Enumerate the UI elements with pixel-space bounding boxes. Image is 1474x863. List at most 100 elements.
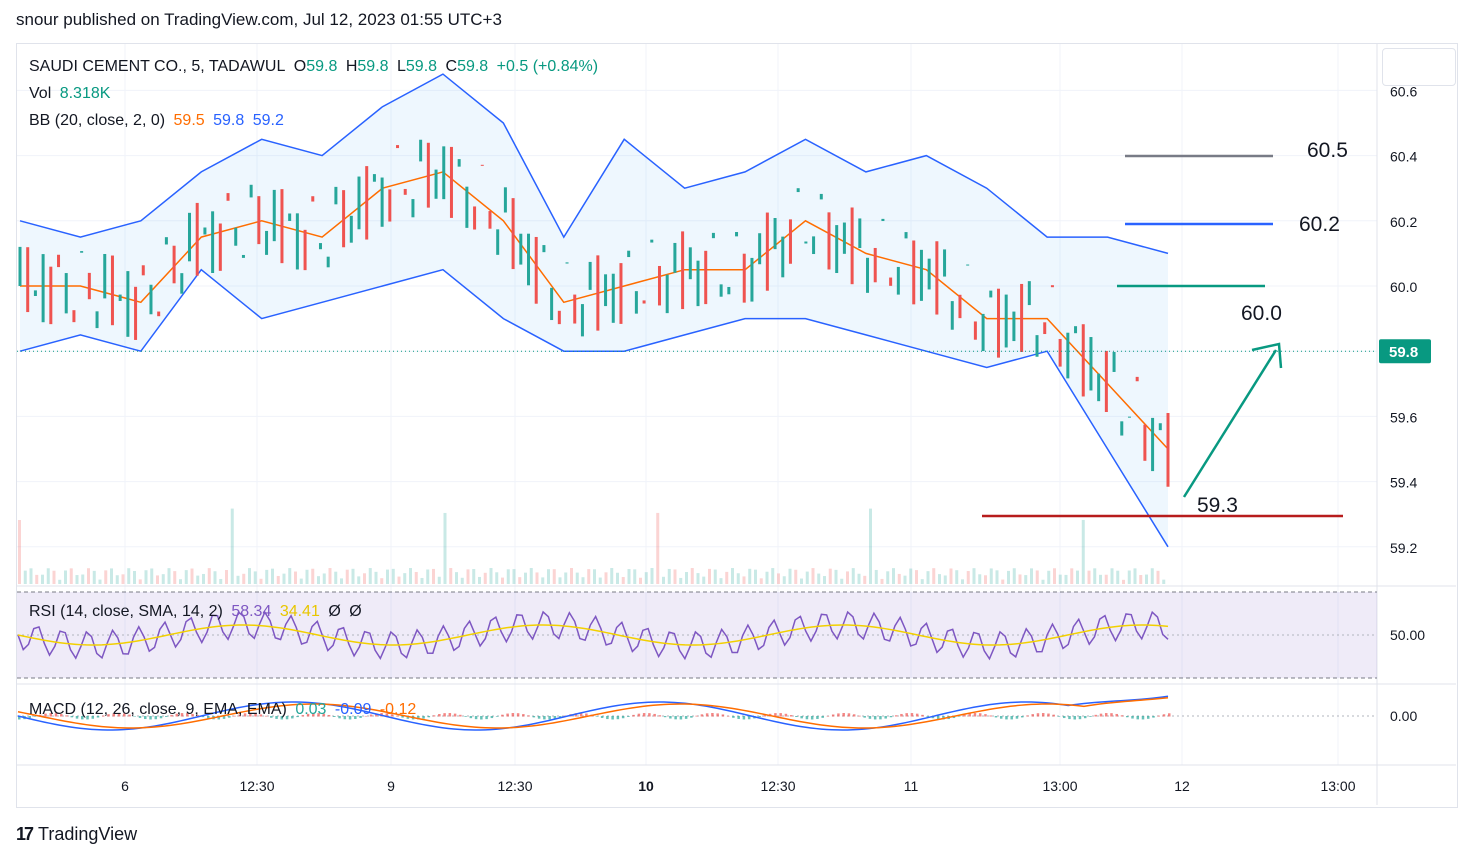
y-tick-label: 59.4 — [1390, 475, 1417, 491]
rsi-sma-value: 34.41 — [279, 603, 320, 620]
volume-bar — [909, 568, 913, 584]
volume-bar — [725, 571, 729, 584]
volume-bar — [253, 571, 257, 584]
volume-bar — [662, 576, 665, 584]
volume-bar — [702, 576, 706, 584]
candle-bar — [141, 265, 145, 276]
candle-bar — [573, 294, 577, 324]
volume-bar — [633, 569, 637, 584]
y-tick-label: 59.2 — [1390, 540, 1417, 556]
macd-hist-bar — [228, 716, 231, 718]
volume-bar — [225, 570, 228, 584]
candle-bar — [57, 254, 61, 268]
macd-hist-value: 0.03 — [295, 701, 327, 718]
candle-bar — [411, 199, 415, 218]
volume-bar — [29, 568, 33, 584]
volume-bar — [133, 570, 136, 584]
candle-bar — [49, 266, 53, 325]
volume-bar — [932, 568, 936, 584]
macd-hist-bar — [548, 716, 551, 720]
volume-bar — [817, 573, 821, 584]
rsi-label[interactable]: RSI (14, close, SMA, 14, 2) — [29, 603, 223, 620]
volume-bar — [892, 568, 895, 584]
volume-bar — [121, 574, 125, 584]
chart-frame[interactable] — [16, 43, 1458, 808]
macd-hist-bar — [994, 716, 998, 718]
candle-bar — [33, 290, 37, 296]
volume-bar — [748, 568, 752, 584]
candle-bar — [403, 188, 407, 195]
macd-hist-bar — [805, 716, 809, 720]
volume-bar — [1047, 570, 1051, 584]
candle-bar — [195, 202, 199, 276]
legend-vol-row: Vol 8.318K — [29, 85, 114, 103]
y-tick-label: 60.2 — [1390, 214, 1417, 230]
volume-bar — [489, 568, 493, 584]
rsi-y-tick: 50.00 — [1390, 627, 1425, 643]
macd-hist-bar — [585, 713, 588, 717]
low-label: L — [397, 58, 406, 75]
macd-hist-bar — [621, 716, 625, 719]
candle-bar — [288, 213, 292, 221]
macd-hist-bar — [275, 716, 278, 719]
macd-hist-bar — [70, 716, 74, 718]
volume-bar — [731, 568, 734, 584]
macd-hist-bar — [1115, 713, 1118, 717]
candle-bar — [996, 288, 1000, 358]
macd-hist-bar — [1020, 716, 1024, 718]
macd-signal-line — [17, 697, 1169, 729]
volume-bar — [742, 576, 746, 584]
volume-bar — [1024, 575, 1028, 584]
bb-upper-line — [19, 73, 1169, 255]
bb-label[interactable]: BB (20, close, 2, 0) — [29, 112, 166, 129]
candle-bar — [842, 222, 846, 254]
volume-bar — [242, 573, 246, 584]
macd-hist-bar — [417, 716, 420, 720]
x-tick-label: 11 — [904, 778, 919, 794]
volume-bar — [650, 568, 654, 584]
rsi-na-2: Ø — [349, 603, 362, 620]
volume-bar — [943, 575, 947, 584]
candle-bar — [557, 310, 561, 325]
macd-hist-bar — [1131, 716, 1134, 719]
macd-hist-bar — [737, 716, 740, 719]
volume-bar — [1099, 574, 1102, 584]
volume-bar — [437, 576, 441, 584]
macd-hist-bar — [301, 715, 305, 717]
x-tick-label: 10 — [638, 778, 654, 794]
macd-hist-bar — [217, 716, 221, 720]
macd-hist-bar — [679, 716, 683, 720]
volume-bar — [581, 577, 585, 584]
candle-bar — [519, 233, 523, 265]
volume-bar — [46, 568, 50, 584]
volume-bar — [334, 571, 338, 584]
volume-bar — [949, 568, 953, 584]
volume-bar — [460, 577, 464, 584]
macd-label[interactable]: MACD (12, 26, close, 9, EMA, EMA) — [29, 701, 287, 718]
candle-bar — [72, 310, 76, 323]
volume-bar — [610, 568, 614, 584]
tradingview-logo[interactable]: 17 TradingView — [16, 824, 137, 845]
volume-bar — [386, 569, 389, 584]
price-scale-button[interactable] — [1382, 48, 1456, 86]
macd-hist-bar — [44, 713, 47, 717]
macd-hist-bar — [637, 713, 641, 717]
candle-bar — [580, 304, 584, 337]
legend-symbol[interactable]: SAUDI CEMENT CO., 5, TADAWUL — [29, 58, 286, 75]
macd-hist-bar — [789, 715, 793, 717]
macd-hist-bar — [180, 713, 184, 717]
macd-hist-bar — [700, 714, 704, 717]
candle-bar — [396, 145, 400, 149]
vol-label[interactable]: Vol — [29, 85, 52, 102]
macd-hist-bar — [1015, 716, 1019, 719]
candle-bar — [634, 291, 638, 314]
macd-hist-bar — [653, 713, 656, 717]
volume-bar — [299, 578, 303, 584]
macd-hist-bar — [28, 716, 32, 719]
y-tick-label: 60.6 — [1390, 83, 1417, 99]
macd-hist-bar — [1073, 716, 1076, 720]
macd-hist-bar — [154, 716, 158, 720]
macd-hist-bar — [464, 716, 467, 717]
candle-bar — [203, 227, 207, 235]
